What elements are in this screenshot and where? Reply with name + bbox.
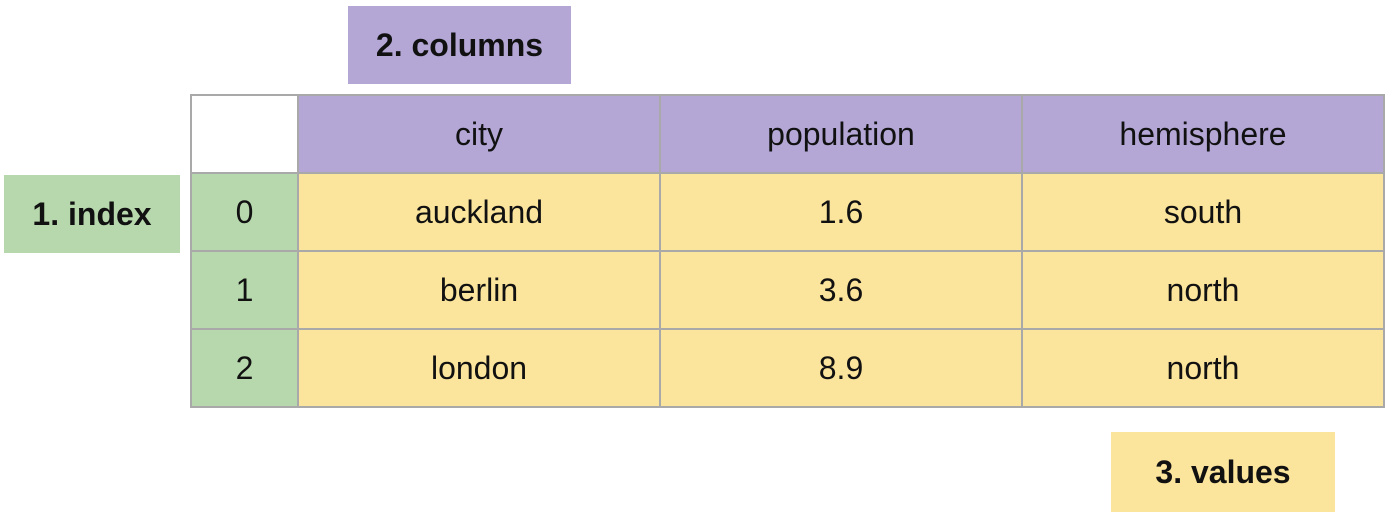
value-cell: berlin bbox=[297, 250, 661, 330]
value-cell: south bbox=[1021, 172, 1385, 252]
index-cell: 1 bbox=[190, 250, 299, 330]
index-cell: 2 bbox=[190, 328, 299, 408]
value-cell: 3.6 bbox=[659, 250, 1023, 330]
columns-label: 2. columns bbox=[348, 6, 571, 84]
column-header-hemisphere: hemisphere bbox=[1021, 94, 1385, 174]
dataframe-table: city population hemisphere 0 auckland 1.… bbox=[190, 94, 1385, 408]
header-row: city population hemisphere bbox=[190, 94, 1385, 174]
table-row: 1 berlin 3.6 north bbox=[190, 250, 1385, 330]
table-row: 2 london 8.9 north bbox=[190, 328, 1385, 408]
column-header-population: population bbox=[659, 94, 1023, 174]
corner-cell bbox=[190, 94, 299, 174]
column-header-city: city bbox=[297, 94, 661, 174]
values-label: 3. values bbox=[1111, 432, 1335, 512]
table-row: 0 auckland 1.6 south bbox=[190, 172, 1385, 252]
value-cell: 1.6 bbox=[659, 172, 1023, 252]
index-label: 1. index bbox=[4, 175, 180, 253]
value-cell: london bbox=[297, 328, 661, 408]
value-cell: 8.9 bbox=[659, 328, 1023, 408]
value-cell: auckland bbox=[297, 172, 661, 252]
value-cell: north bbox=[1021, 250, 1385, 330]
index-cell: 0 bbox=[190, 172, 299, 252]
value-cell: north bbox=[1021, 328, 1385, 408]
